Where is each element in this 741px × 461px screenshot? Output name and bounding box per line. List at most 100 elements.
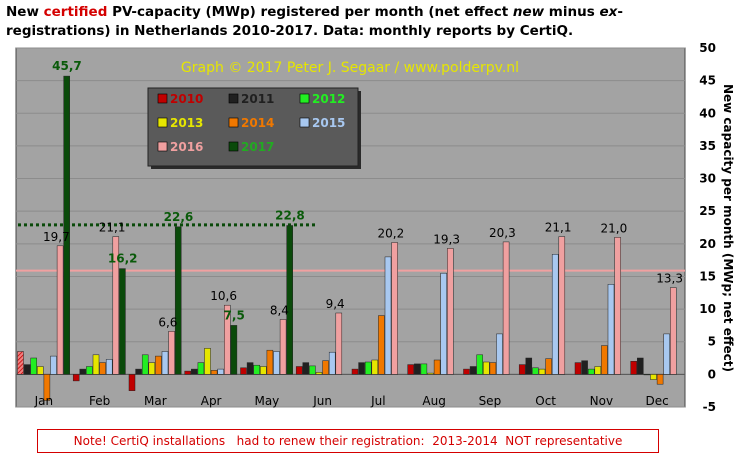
- bar-2017-Mar: [174, 226, 182, 375]
- data-label-2016: 9,4: [326, 297, 345, 311]
- data-label-2017: 22,8: [275, 209, 305, 223]
- legend-swatch-2011: [228, 93, 239, 104]
- x-tick-label: Apr: [201, 394, 222, 408]
- bar-2015-Jan: [50, 355, 57, 375]
- data-label-2016: 21,0: [601, 221, 628, 235]
- bar-2010-Jan: [17, 351, 24, 375]
- bar-2010-Oct: [518, 364, 526, 375]
- x-tick-label: May: [254, 394, 279, 408]
- legend-label-2015: 2015: [312, 116, 345, 130]
- data-label-2016: 21,1: [545, 221, 572, 235]
- bar-2013-Jul: [371, 359, 379, 375]
- bar-2011-Mar: [135, 368, 142, 375]
- legend-swatch-2016: [157, 141, 168, 152]
- bar-2013-Sep: [483, 361, 490, 375]
- bar-2010-Jun: [295, 366, 303, 375]
- bar-2011-Aug: [414, 363, 421, 375]
- bar-2012-Oct: [532, 367, 539, 375]
- data-label-2016: 6,6: [158, 315, 177, 329]
- bar-2010-Dec: [630, 361, 637, 375]
- bar-2013-Oct: [538, 368, 546, 375]
- x-tick-label: Dec: [646, 394, 669, 408]
- y-axis-label: New capacity per month (MWp; net effect): [721, 84, 735, 372]
- bar-2017-Apr: [230, 325, 238, 375]
- bar-2014-Jan: [43, 374, 51, 401]
- bar-2016-Jul: [391, 242, 398, 375]
- bar-2011-Dec: [637, 357, 644, 375]
- bar-2016-Jun: [335, 312, 343, 375]
- bar-2014-Feb: [99, 362, 106, 375]
- y-tick-label: 35: [699, 139, 716, 153]
- bar-2012-Jun: [309, 365, 316, 375]
- bar-2016-Dec: [670, 287, 677, 375]
- data-label-2016: 8,4: [270, 304, 289, 318]
- bar-2015-Jul: [384, 256, 392, 375]
- bar-2010-Nov: [574, 362, 582, 375]
- bar-2013-Mar: [148, 362, 156, 375]
- bar-2015-Dec: [663, 333, 670, 375]
- bar-2014-Mar: [155, 355, 162, 375]
- bar-2016-Aug: [447, 248, 454, 375]
- bar-2010-Aug: [407, 364, 414, 375]
- y-tick-label: 45: [699, 74, 716, 88]
- bar-2010-Jul: [351, 368, 359, 375]
- bar-2010-Apr: [184, 370, 191, 375]
- bar-2016-Jan: [56, 245, 64, 375]
- bar-2016-Feb: [112, 236, 120, 375]
- x-tick-label: Feb: [89, 394, 110, 408]
- y-tick-label: 0: [708, 367, 716, 381]
- bar-2015-Jun: [328, 351, 336, 375]
- legend-swatch-2014: [228, 117, 239, 128]
- y-tick-label: -5: [703, 400, 716, 414]
- bar-2015-Oct: [551, 254, 559, 375]
- bar-2011-Oct: [525, 357, 533, 375]
- bar-2011-May: [246, 362, 254, 375]
- bar-2012-May: [253, 364, 260, 375]
- bar-2014-May: [266, 349, 274, 375]
- data-label-2016: 20,2: [378, 227, 405, 241]
- bar-2016-Sep: [502, 241, 510, 375]
- bar-2014-Sep: [489, 362, 497, 375]
- bar-2010-May: [240, 367, 247, 375]
- legend-label-2013: 2013: [170, 116, 203, 130]
- bar-2014-Dec: [656, 374, 664, 385]
- legend-swatch-2017: [228, 141, 239, 152]
- y-tick-label: 10: [699, 302, 716, 316]
- bar-2017-Feb: [119, 268, 126, 375]
- data-label-2016: 20,3: [489, 226, 516, 240]
- bar-2016-Nov: [614, 237, 621, 375]
- bar-2010-Feb: [72, 374, 80, 382]
- bar-2011-Apr: [191, 368, 198, 375]
- x-tick-label: Jun: [312, 394, 332, 408]
- bar-2012-Nov: [587, 368, 595, 375]
- legend-label-2010: 2010: [170, 92, 203, 106]
- y-tick-label: 25: [699, 204, 716, 218]
- data-label-2016: 10,6: [210, 289, 237, 303]
- data-label-2017: 22,6: [164, 210, 194, 224]
- bar-2011-Jan: [23, 364, 31, 375]
- bar-2011-Nov: [581, 360, 588, 375]
- bar-2011-Jul: [358, 362, 365, 375]
- x-tick-label: Jan: [34, 394, 54, 408]
- bar-2013-May: [260, 366, 267, 375]
- chart-title: New certified PV-capacity (MWp) register…: [6, 4, 623, 39]
- bar-2014-Jun: [322, 360, 329, 375]
- bar-2012-Jul: [364, 361, 372, 375]
- legend-label-2017: 2017: [241, 140, 274, 154]
- bar-2014-Oct: [545, 358, 552, 375]
- legend-label-2011: 2011: [241, 92, 274, 106]
- data-label-2017: 7,5: [224, 308, 245, 322]
- bar-2015-Nov: [607, 284, 615, 375]
- bar-2011-Feb: [79, 368, 87, 375]
- x-tick-label: Jul: [370, 394, 385, 408]
- bar-2014-Aug: [433, 359, 441, 375]
- data-label-2016: 13,3: [656, 272, 683, 286]
- bar-2012-Apr: [197, 362, 205, 375]
- y-tick-label: 40: [699, 106, 716, 120]
- bar-2015-Sep: [496, 333, 503, 375]
- legend-label-2014: 2014: [241, 116, 274, 130]
- bar-2017-May: [286, 225, 293, 375]
- y-tick-label: 5: [708, 335, 716, 349]
- legend-label-2012: 2012: [312, 92, 345, 106]
